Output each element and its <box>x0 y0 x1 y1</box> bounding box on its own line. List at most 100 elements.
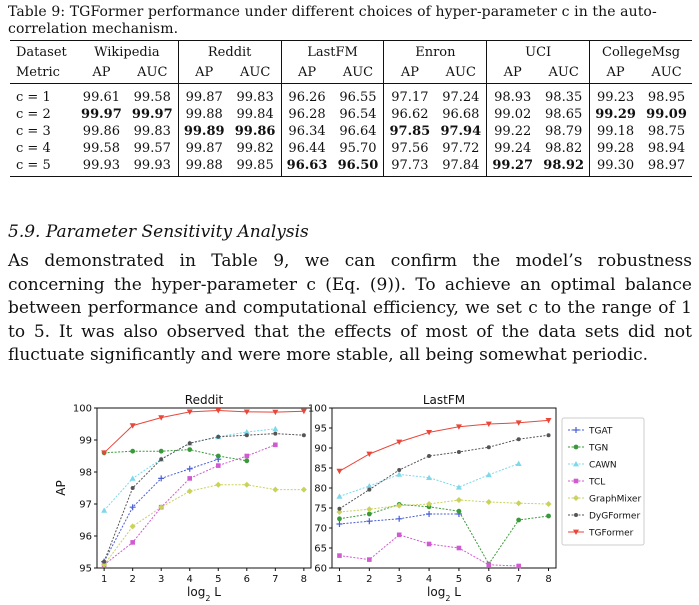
data-point <box>129 423 136 429</box>
x-tick-label: 2 <box>366 574 372 585</box>
data-point <box>515 460 522 466</box>
table-cell: 99.58 <box>133 90 171 105</box>
row-label-cell: c = 3 <box>10 123 76 140</box>
legend-label: CAWN <box>589 461 617 471</box>
header-dataset-name: LastFM <box>307 45 358 60</box>
table-row: c = 3 99.86 99.83 99.89 99.86 96.34 96.64 97.85… <box>10 123 692 140</box>
data-point <box>455 497 462 503</box>
row-label: c = 3 <box>16 124 51 139</box>
data-point <box>456 508 462 514</box>
data-point <box>215 453 221 459</box>
data-point <box>366 518 373 525</box>
table-cell: 99.57 <box>133 141 171 156</box>
table-cell: 98.97 <box>641 157 692 177</box>
legend-item: CAWN <box>568 461 617 471</box>
data-point <box>396 439 403 445</box>
table-cell: 97.24 <box>442 90 480 105</box>
x-tick-label: 1 <box>101 574 107 585</box>
series-tgformer <box>336 418 552 475</box>
legend-frame <box>561 417 645 546</box>
data-point <box>130 486 135 490</box>
header-metric-ap: AP <box>383 62 436 84</box>
row-label-cell: c = 4 <box>10 140 76 157</box>
data-point <box>573 427 579 433</box>
data-point <box>215 481 222 488</box>
data-point <box>367 557 372 562</box>
data-point <box>129 504 136 511</box>
table-cell: 97.17 <box>383 83 436 106</box>
table-row: c = 2 99.97 99.97 99.88 99.84 96.28 96.54 96.62… <box>10 106 692 123</box>
header-dataset-label: Dataset <box>10 40 76 62</box>
y-tick-label: 60 <box>314 564 327 575</box>
data-point <box>158 448 164 454</box>
table-cell: 98.65 <box>545 107 583 122</box>
legend-item: TGN <box>568 444 608 454</box>
table-row: c = 5 99.93 99.93 99.88 99.85 96.63 96.50 97.73… <box>10 157 692 177</box>
data-point <box>336 521 343 527</box>
table-cell: 99.85 <box>229 157 282 177</box>
data-point <box>272 409 279 416</box>
table-cell: 96.26 <box>280 83 333 106</box>
table-cell: 96.28 <box>280 106 333 123</box>
table-cell: 99.97 <box>131 107 173 122</box>
header-metric-ap: AP <box>589 62 642 84</box>
data-point <box>426 511 433 517</box>
data-point <box>273 431 278 436</box>
data-point <box>396 515 403 522</box>
series-graphmixer <box>336 497 552 515</box>
data-point <box>336 468 343 475</box>
x-tick-label: 3 <box>158 574 164 585</box>
table-cell: 98.79 <box>545 124 583 139</box>
series-line <box>103 458 219 562</box>
data-point <box>186 465 193 472</box>
data-point <box>129 475 136 481</box>
series-line <box>103 444 276 566</box>
y-axis-label: AP <box>54 480 68 495</box>
data-point <box>573 495 579 501</box>
data-point <box>366 511 372 517</box>
data-point <box>515 420 522 426</box>
data-point <box>396 471 403 477</box>
table-cell: 99.88 <box>177 157 230 177</box>
series-tcl <box>337 532 521 569</box>
data-point <box>129 523 136 530</box>
table-cell: 96.55 <box>339 90 377 105</box>
data-point <box>158 504 165 511</box>
header-dataset-enron: Enron <box>383 40 487 62</box>
data-point <box>456 545 462 551</box>
table-cell: 99.88 <box>177 106 230 123</box>
data-point <box>187 441 192 446</box>
data-point <box>336 493 343 499</box>
data-point <box>426 430 433 436</box>
header-metric-auc: AUC <box>538 62 590 84</box>
table-cell: 98.82 <box>545 141 583 156</box>
series-tgformer <box>101 408 307 456</box>
data-point <box>101 507 108 513</box>
data-point <box>516 517 522 523</box>
data-point <box>426 474 433 480</box>
y-tick-label: 98 <box>79 468 92 479</box>
table-cell: 96.68 <box>442 107 480 122</box>
data-point <box>301 433 306 438</box>
table-cell: 98.94 <box>647 141 686 156</box>
legend-label: DyGFormer <box>589 512 640 522</box>
data-point <box>244 453 250 459</box>
data-point <box>337 506 342 511</box>
y-tick-label: 96 <box>79 532 92 543</box>
data-point <box>516 563 521 569</box>
table-cell: 99.23 <box>589 83 642 106</box>
data-point <box>573 529 579 535</box>
data-point <box>272 486 279 493</box>
header-metric-ap: AP <box>76 62 127 84</box>
data-point <box>486 445 491 450</box>
table-cell: 97.85 <box>383 123 436 140</box>
table-caption: Table 9: TGFormer performance under diff… <box>8 4 657 37</box>
data-point <box>427 454 432 458</box>
table-header-datasets: Dataset Wikipedia Reddit LastFM Enron UCI Col… <box>10 40 692 62</box>
table-cell: 96.63 <box>280 157 333 177</box>
table-cell: 99.22 <box>486 123 539 140</box>
series-line <box>339 499 549 513</box>
data-point <box>243 429 250 435</box>
series-line <box>103 433 304 562</box>
data-point <box>485 421 492 427</box>
